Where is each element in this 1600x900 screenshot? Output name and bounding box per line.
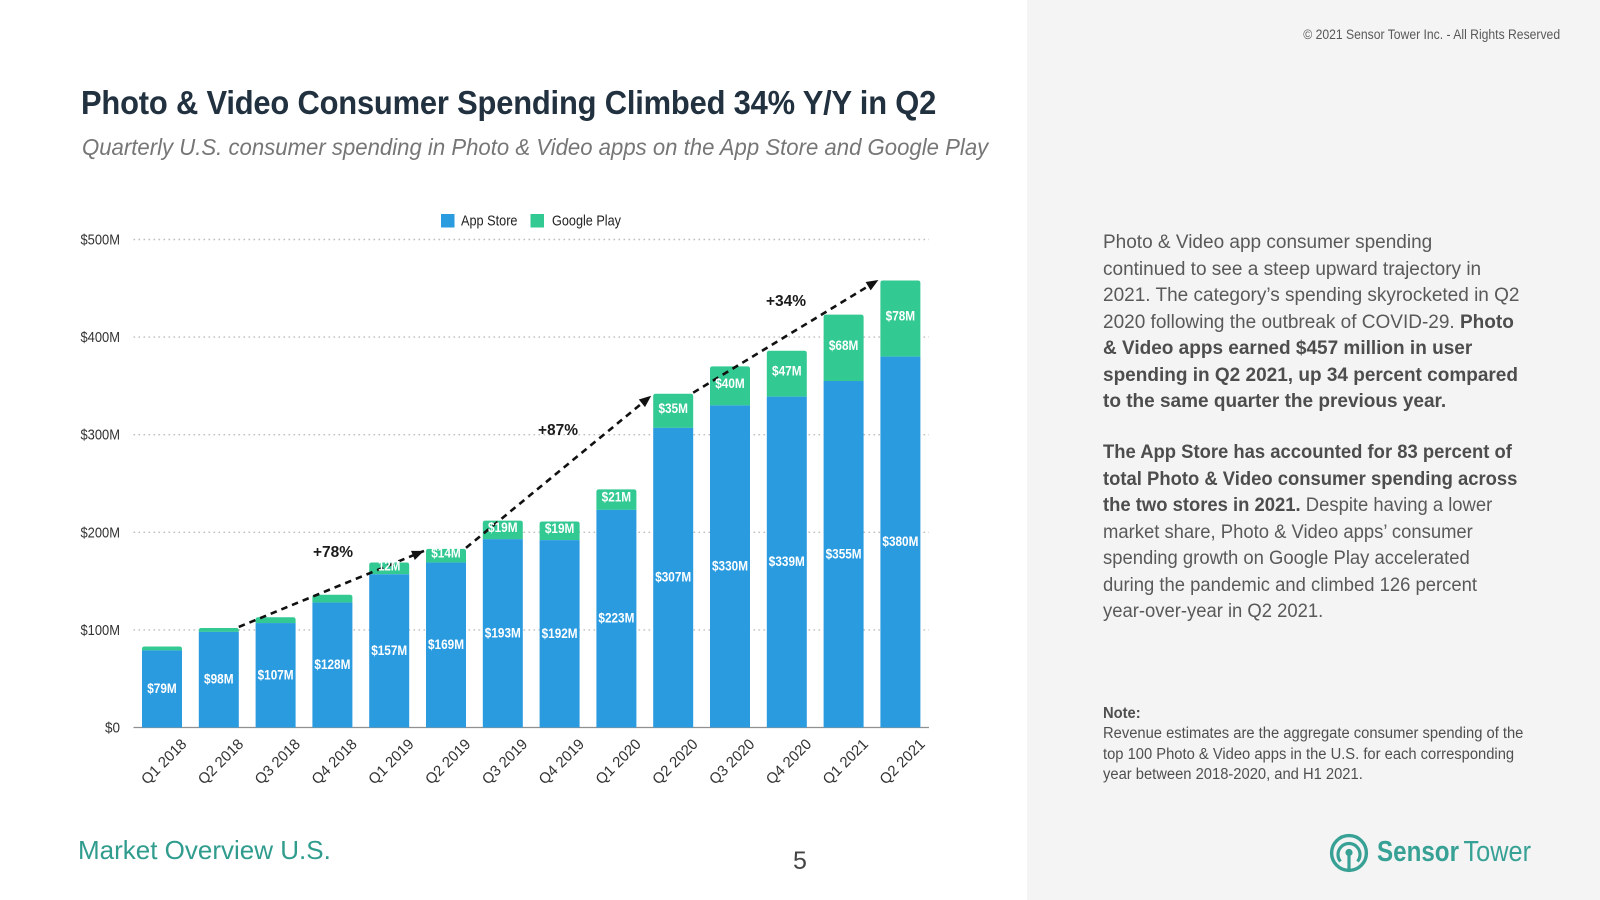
svg-text:$380M: $380M xyxy=(882,533,918,549)
svg-text:$68M: $68M xyxy=(829,337,859,353)
svg-text:$169M: $169M xyxy=(428,636,464,652)
svg-text:$200M: $200M xyxy=(81,524,121,541)
svg-text:$40M: $40M xyxy=(715,375,745,391)
svg-text:Sensor: Sensor xyxy=(1377,836,1459,868)
svg-text:$100M: $100M xyxy=(81,622,121,639)
svg-text:$19M: $19M xyxy=(545,520,575,536)
svg-text:$307M: $307M xyxy=(655,569,691,585)
svg-text:$14M: $14M xyxy=(431,545,461,561)
svg-text:$339M: $339M xyxy=(769,553,805,569)
svg-text:$193M: $193M xyxy=(485,624,521,640)
svg-text:$21M: $21M xyxy=(602,489,632,505)
svg-text:Q4 2020: Q4 2020 xyxy=(763,736,815,788)
svg-text:$400M: $400M xyxy=(81,329,121,346)
svg-text:$98M: $98M xyxy=(204,671,234,687)
svg-text:$78M: $78M xyxy=(886,308,916,324)
svg-text:Q2 2019: Q2 2019 xyxy=(422,736,474,788)
svg-text:$500M: $500M xyxy=(81,232,121,249)
svg-text:Q2 2021: Q2 2021 xyxy=(876,736,928,788)
svg-text:+34%: +34% xyxy=(766,293,806,310)
svg-text:12M: 12M xyxy=(378,557,401,573)
svg-text:$157M: $157M xyxy=(371,642,407,658)
svg-text:Q3 2020: Q3 2020 xyxy=(706,736,758,788)
svg-text:$19M: $19M xyxy=(488,519,518,535)
svg-text:+87%: +87% xyxy=(538,422,578,439)
svg-text:Q1 2019: Q1 2019 xyxy=(365,736,417,788)
svg-text:Tower: Tower xyxy=(1464,836,1532,868)
svg-text:$107M: $107M xyxy=(258,666,294,682)
svg-text:$192M: $192M xyxy=(542,625,578,641)
svg-text:$128M: $128M xyxy=(314,656,350,672)
svg-text:$300M: $300M xyxy=(81,427,121,444)
svg-text:$35M: $35M xyxy=(658,400,688,416)
svg-text:Q3 2019: Q3 2019 xyxy=(479,736,531,788)
svg-text:Google Play: Google Play xyxy=(552,214,622,230)
svg-text:App Store: App Store xyxy=(461,214,518,230)
svg-text:$223M: $223M xyxy=(598,610,634,626)
svg-text:Q1 2021: Q1 2021 xyxy=(820,736,872,788)
svg-text:$330M: $330M xyxy=(712,558,748,574)
svg-text:+78%: +78% xyxy=(313,544,353,561)
svg-text:Q2 2018: Q2 2018 xyxy=(195,736,247,788)
svg-text:Q2 2020: Q2 2020 xyxy=(649,736,701,788)
svg-text:Q3 2018: Q3 2018 xyxy=(252,736,304,788)
svg-text:Q4 2018: Q4 2018 xyxy=(308,736,360,788)
svg-text:$355M: $355M xyxy=(826,545,862,561)
svg-text:$79M: $79M xyxy=(147,680,177,696)
svg-text:Q4 2019: Q4 2019 xyxy=(536,736,588,788)
svg-text:Q1 2020: Q1 2020 xyxy=(592,736,644,788)
svg-text:$47M: $47M xyxy=(772,363,802,379)
svg-text:Q1 2018: Q1 2018 xyxy=(138,736,190,788)
svg-text:$0: $0 xyxy=(105,720,120,737)
